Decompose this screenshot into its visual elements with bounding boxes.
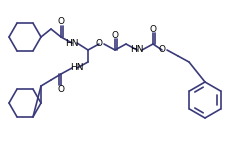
Text: HN: HN: [130, 46, 144, 54]
Text: O: O: [58, 85, 64, 93]
Text: O: O: [111, 31, 119, 39]
Text: O: O: [95, 39, 103, 49]
Text: HN: HN: [65, 39, 79, 47]
Text: HN: HN: [70, 63, 84, 73]
Text: O: O: [58, 17, 64, 27]
Text: O: O: [158, 46, 166, 54]
Text: O: O: [150, 24, 156, 34]
